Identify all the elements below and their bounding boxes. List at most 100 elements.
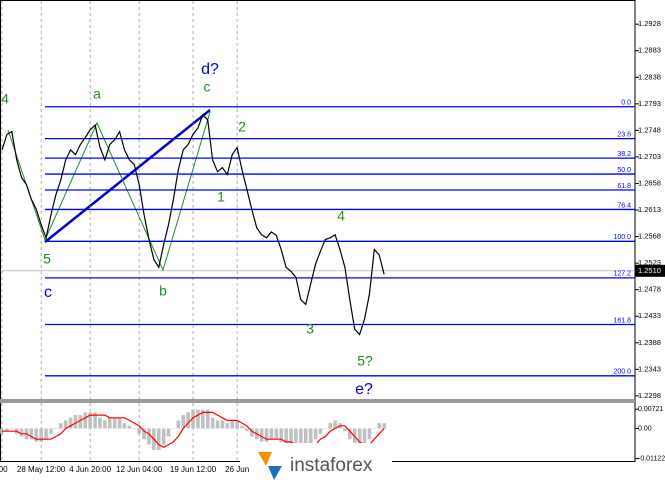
y-tick-label: 1.2523 — [638, 258, 661, 267]
fib-label: 161.8 — [613, 317, 631, 324]
histogram-bar — [117, 417, 122, 429]
histogram-bar — [107, 417, 112, 429]
y-tick-label: 1.2838 — [638, 72, 661, 81]
fib-label: 0.0 — [621, 100, 631, 107]
histogram-bar — [39, 428, 43, 442]
histogram-bar — [181, 415, 186, 429]
histogram-bar — [103, 420, 107, 429]
histogram-bar — [303, 428, 308, 450]
histogram-bar — [215, 420, 220, 429]
y-tick-label: 1.2568 — [638, 232, 661, 241]
y-tick-label: 0.00 — [638, 425, 652, 432]
x-tick-label: 12 Jun 04:00 — [116, 465, 163, 474]
y-tick-label: 1.2433 — [638, 311, 661, 320]
histogram-bar — [362, 428, 367, 448]
fib-label: 200.0 — [613, 369, 631, 376]
histogram-bar — [294, 428, 298, 448]
y-tick-label: 1.2748 — [638, 125, 661, 134]
y-tick-label: 1.2658 — [638, 178, 661, 187]
histogram-bar — [73, 415, 78, 429]
histogram-bar — [274, 428, 279, 440]
histogram-bar — [122, 423, 127, 429]
logo-icon — [268, 466, 282, 480]
histogram-bar — [235, 420, 239, 429]
histogram-bar — [250, 428, 254, 437]
histogram-bar — [176, 420, 181, 429]
x-tick-label: :00 — [0, 465, 8, 474]
logo-text: instaforex — [290, 455, 373, 476]
histogram-bar — [372, 428, 377, 429]
histogram-bar — [313, 428, 318, 440]
histogram-bar — [161, 428, 166, 445]
histogram-bar — [220, 420, 225, 429]
panel-separator — [0, 399, 635, 403]
histogram-bar — [34, 428, 39, 442]
histogram-bar — [147, 428, 151, 445]
y-tick-label: -0.01122 — [638, 455, 665, 462]
histogram-bar — [357, 428, 362, 450]
x-tick-label: 28 May 12:00 — [17, 465, 66, 474]
y-tick-label: 1.2703 — [638, 152, 661, 161]
y-tick-label: 1.2298 — [638, 391, 661, 400]
histogram-bar — [88, 412, 92, 429]
histogram-bar — [382, 423, 386, 429]
wave-label: 2 — [238, 119, 246, 135]
histogram-bar — [269, 428, 274, 440]
histogram-bar — [191, 409, 195, 429]
histogram-bar — [63, 420, 68, 429]
histogram-bar — [171, 428, 176, 429]
wave-label: 3 — [306, 321, 314, 337]
histogram-bar — [352, 428, 357, 448]
wave-label: 4 — [337, 208, 345, 224]
histogram-bar — [323, 428, 328, 429]
histogram-bar — [299, 428, 303, 450]
histogram-bar — [78, 415, 83, 429]
histogram-bar — [19, 428, 24, 437]
price-label: 1.2510 — [638, 266, 661, 275]
histogram-bar — [83, 412, 88, 429]
y-tick-label: 1.2388 — [638, 338, 661, 347]
fib-label: 23.6 — [617, 131, 631, 138]
histogram-bar — [284, 428, 288, 445]
histogram-bar — [328, 423, 333, 429]
wave-label: c — [204, 79, 211, 95]
histogram-bar — [29, 428, 34, 440]
histogram-bar — [210, 417, 215, 429]
histogram-bar — [49, 428, 53, 434]
histogram-bar — [112, 417, 117, 429]
fib-label: 100.0 — [613, 234, 631, 241]
histogram-bar — [196, 409, 200, 429]
histogram-bar — [240, 425, 244, 429]
histogram-bar — [205, 409, 210, 429]
histogram-bar — [367, 428, 372, 440]
histogram-bar — [9, 428, 14, 429]
histogram-bar — [132, 428, 137, 429]
price-box — [635, 264, 665, 277]
wave-label: 5 — [43, 251, 51, 267]
fib-label: 38.2 — [617, 151, 631, 158]
histogram-bar — [289, 428, 293, 448]
histogram-bar — [259, 428, 264, 442]
histogram-bar — [225, 423, 230, 429]
histogram-bar — [156, 428, 161, 450]
wave-label: 4 — [1, 91, 9, 107]
histogram-bar — [186, 412, 190, 429]
y-tick-label: 1.2928 — [638, 19, 661, 28]
wave-label: b — [159, 283, 167, 299]
histogram-bar — [377, 423, 382, 429]
histogram-bar — [201, 409, 205, 429]
x-tick-label: 4 Jun 20:00 — [69, 465, 111, 474]
fib-label: 61.8 — [617, 183, 631, 190]
histogram-bar — [93, 412, 97, 429]
histogram-bar — [264, 428, 269, 442]
histogram-bar — [54, 428, 58, 429]
histogram-bar — [137, 428, 141, 434]
x-tick-label: 26 Jun — [225, 465, 249, 474]
histogram-bar — [318, 428, 323, 434]
histogram-bar — [142, 428, 146, 440]
histogram-bar — [5, 428, 9, 432]
logo-icon — [258, 452, 272, 466]
histogram-bar — [245, 428, 249, 432]
x-tick-label: 19 Jun 12:00 — [170, 465, 217, 474]
